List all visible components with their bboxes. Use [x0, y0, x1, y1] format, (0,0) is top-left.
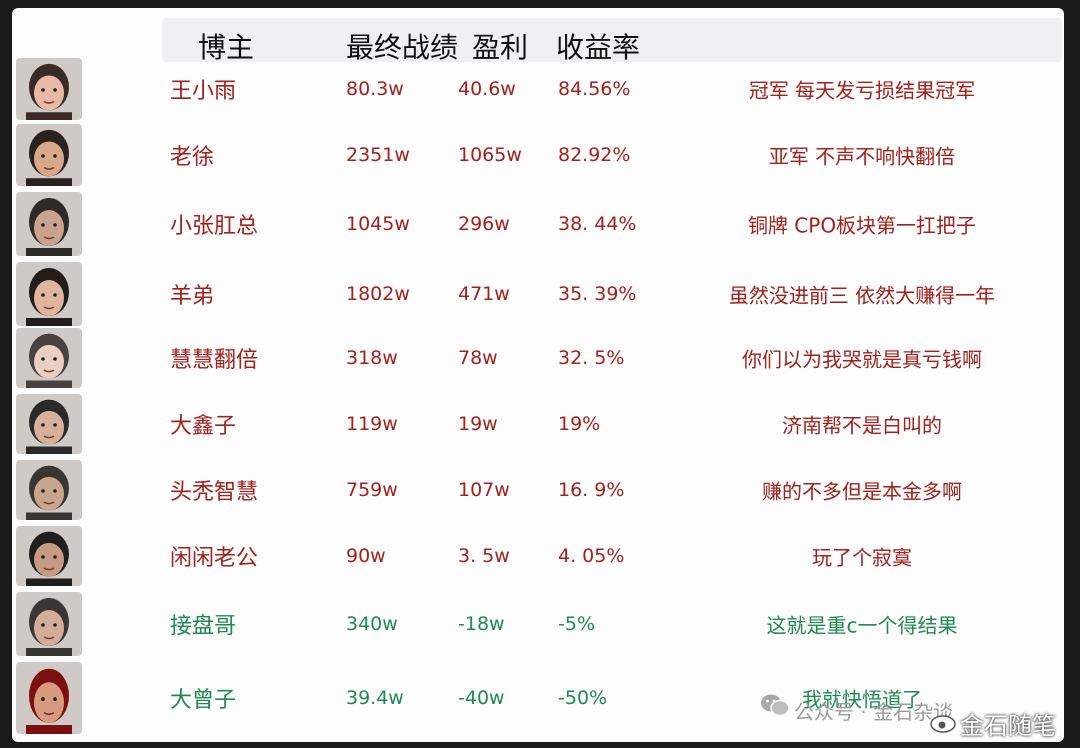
table-row: 羊弟 1802w 471w 35. 39% 虽然没进前三 依然大赚得一年 [12, 260, 1064, 328]
final-result-value: 1802w [346, 283, 410, 305]
final-result-value: 90w [346, 545, 386, 567]
blogger-avatar [16, 460, 82, 520]
table-row: 头秃智慧 759w 107w 16. 9% 赚的不多但是本金多啊 [12, 458, 1064, 522]
profit-value: 19w [458, 413, 498, 435]
table-row: 接盘哥 340w -18w -5% 这就是重c一个得结果 [12, 590, 1064, 658]
blogger-avatar [16, 328, 82, 388]
return-rate-value: 4. 05% [558, 545, 625, 567]
profit-value: 296w [458, 213, 510, 235]
blogger-name: 大鑫子 [170, 414, 237, 439]
blogger-avatar [16, 192, 82, 256]
ranking-table: 博主 最终战绩 盈利 收益率 王小雨 80.3w 40.6w 84.56% 冠军 每天发… [12, 8, 1064, 742]
blogger-name: 头秃智慧 [170, 480, 259, 505]
blogger-name: 小张肛总 [170, 214, 259, 239]
blogger-name: 大曾子 [170, 688, 237, 713]
blogger-avatar [16, 592, 82, 656]
final-result-value: 80.3w [346, 78, 404, 100]
return-rate-value: 84.56% [558, 78, 631, 100]
header-profit: 盈利 [472, 31, 529, 64]
final-result-value: 340w [346, 613, 398, 635]
profit-value: 1065w [458, 144, 522, 166]
return-rate-value: 35. 39% [558, 283, 637, 305]
table-row: 慧慧翻倍 318w 78w 32. 5% 你们以为我哭就是真亏钱啊 [12, 326, 1064, 390]
profit-value: 3. 5w [458, 545, 510, 567]
comment-text: 铜牌 CPO板块第一扛把子 [747, 213, 977, 238]
blogger-name: 接盘哥 [170, 614, 237, 639]
watermark-weibo: 金石随笔 [960, 712, 1056, 740]
header-return-rate: 收益率 [556, 31, 641, 64]
blogger-avatar [16, 58, 82, 120]
profit-value: 107w [458, 479, 510, 501]
table-row: 闲闲老公 90w 3. 5w 4. 05% 玩了个寂寞 [12, 524, 1064, 588]
blogger-name: 慧慧翻倍 [170, 348, 259, 373]
header-final-result: 最终战绩 [346, 31, 459, 64]
table-header: 博主 最终战绩 盈利 收益率 [162, 18, 1062, 64]
table-row: 大鑫子 119w 19w 19% 济南帮不是白叫的 [12, 392, 1064, 456]
final-result-value: 39.4w [346, 687, 404, 709]
return-rate-value: 19% [558, 413, 601, 435]
comment-text: 冠军 每天发亏损结果冠军 [748, 78, 976, 103]
final-result-value: 119w [346, 413, 398, 435]
return-rate-value: 32. 5% [558, 347, 625, 369]
final-result-value: 1045w [346, 213, 410, 235]
wechat-icon [760, 692, 790, 723]
blogger-avatar [16, 394, 82, 454]
blogger-name: 闲闲老公 [170, 546, 259, 571]
final-result-value: 759w [346, 479, 398, 501]
comment-text: 虽然没进前三 依然大赚得一年 [728, 283, 996, 308]
profit-value: 471w [458, 283, 510, 305]
blogger-avatar [16, 124, 82, 186]
profit-value: 40.6w [458, 78, 516, 100]
return-rate-value: -50% [558, 687, 608, 709]
blogger-name: 王小雨 [170, 79, 237, 104]
blogger-avatar [16, 526, 82, 586]
table-row: 小张肛总 1045w 296w 38. 44% 铜牌 CPO板块第一扛把子 [12, 190, 1064, 258]
watermark-account: 公众号 · 金石杂谈 [794, 700, 954, 724]
return-rate-value: 82.92% [558, 144, 631, 166]
comment-text: 济南帮不是白叫的 [782, 413, 942, 438]
profit-value: 78w [458, 347, 498, 369]
table-row: 老徐 2351w 1065w 82.92% 亚军 不声不响快翻倍 [12, 122, 1064, 188]
profit-value: -40w [458, 687, 505, 709]
blogger-name: 老徐 [170, 145, 215, 170]
table-row: 王小雨 80.3w 40.6w 84.56% 冠军 每天发亏损结果冠军 [12, 56, 1064, 122]
profit-value: -18w [458, 613, 505, 635]
comment-text: 玩了个寂寞 [812, 545, 912, 570]
return-rate-value: 38. 44% [558, 213, 637, 235]
comment-text: 亚军 不声不响快翻倍 [768, 144, 956, 169]
final-result-value: 318w [346, 347, 398, 369]
final-result-value: 2351w [346, 144, 410, 166]
blogger-avatar [16, 662, 82, 734]
comment-text: 你们以为我哭就是真亏钱啊 [742, 347, 982, 372]
return-rate-value: 16. 9% [558, 479, 625, 501]
weibo-icon [930, 710, 960, 738]
comment-text: 赚的不多但是本金多啊 [762, 479, 962, 504]
return-rate-value: -5% [558, 613, 595, 635]
table-row: 大曾子 39.4w -40w -50% 我就快悟道了 [12, 660, 1064, 736]
comment-text: 我就快悟道了 [802, 687, 922, 712]
blogger-avatar [16, 262, 82, 326]
blogger-name: 羊弟 [170, 284, 215, 309]
comment-text: 这就是重c一个得结果 [766, 613, 958, 638]
header-blogger: 博主 [198, 31, 255, 64]
